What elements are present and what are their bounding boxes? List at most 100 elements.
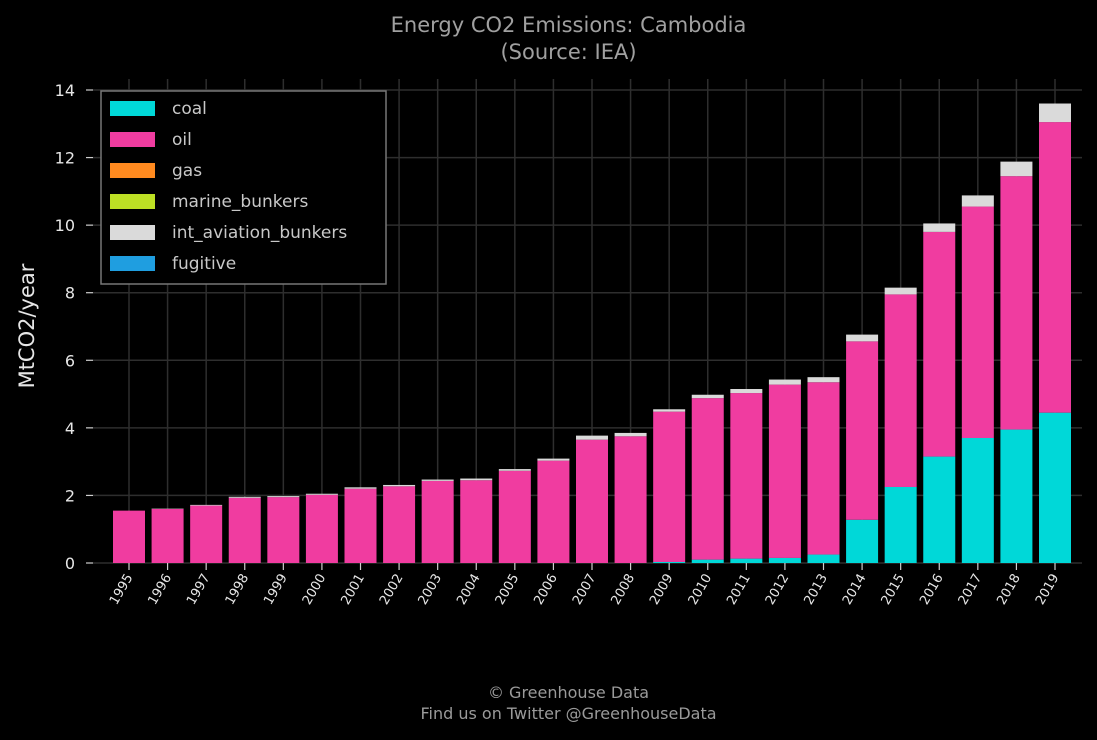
legend-swatch-fugitive: [110, 256, 155, 271]
bar-coal-2011: [730, 558, 763, 563]
x-tick-label: 2017: [956, 572, 986, 608]
bar-int-aviation-bunkers-2015: [884, 287, 917, 295]
x-tick-label: 1996: [146, 572, 176, 608]
bar-oil-1997: [190, 505, 223, 563]
bar-oil-1996: [151, 508, 184, 563]
bar-int-aviation-bunkers-2014: [846, 334, 879, 342]
legend-label-marine-bunkers: marine_bunkers: [172, 192, 308, 212]
x-tick-label: 2019: [1033, 572, 1063, 608]
x-tick-label: 2006: [531, 572, 561, 608]
legend-label-oil: oil: [172, 130, 192, 150]
x-tick-label: 2015: [879, 572, 909, 608]
chart-title: Energy CO2 Emissions: Cambodia (Source: …: [0, 12, 1097, 66]
y-tick-label: 14: [55, 81, 75, 100]
y-tick-label: 2: [65, 486, 75, 505]
bar-int-aviation-bunkers-1998: [228, 496, 261, 498]
bar-oil-2008: [614, 436, 647, 563]
legend-label-fugitive: fugitive: [172, 254, 236, 274]
bar-int-aviation-bunkers-2001: [344, 487, 377, 489]
bar-oil-2005: [498, 470, 531, 563]
x-tick-label: 2002: [377, 572, 407, 608]
legend-swatch-coal: [110, 101, 155, 116]
bar-oil-2014: [846, 341, 879, 520]
bar-int-aviation-bunkers-2017: [961, 195, 994, 207]
y-tick-label: 4: [65, 419, 75, 438]
x-tick-label: 2012: [763, 572, 793, 608]
bar-oil-2003: [421, 480, 454, 563]
bars: [113, 103, 1071, 563]
bar-int-aviation-bunkers-2013: [807, 377, 840, 383]
bar-int-aviation-bunkers-1997: [190, 504, 223, 506]
bar-oil-2007: [576, 439, 608, 563]
bar-oil-1999: [267, 497, 300, 563]
y-tick-label: 12: [55, 149, 75, 168]
bar-coal-2018: [1000, 429, 1033, 563]
bar-coal-2017: [961, 437, 994, 563]
bar-int-aviation-bunkers-2012: [768, 379, 801, 385]
bar-int-aviation-bunkers-1999: [267, 496, 300, 498]
x-tick-label: 2009: [647, 572, 677, 608]
y-tick-label: 0: [65, 554, 75, 573]
x-tick-label: 2004: [454, 572, 484, 608]
x-tick-label: 2011: [724, 572, 754, 608]
bar-oil-2002: [383, 486, 416, 563]
x-tick-label: 2018: [994, 572, 1024, 608]
bar-oil-2004: [460, 480, 493, 563]
bar-coal-2016: [923, 456, 956, 563]
legend-box: [100, 90, 387, 285]
x-tick-label: 2003: [416, 572, 446, 608]
chart-subtitle: (Source: IEA): [500, 40, 637, 64]
bar-int-aviation-bunkers-2018: [1000, 161, 1033, 177]
bar-int-aviation-bunkers-2006: [537, 458, 570, 461]
legend-swatch-marine-bunkers: [110, 194, 155, 209]
y-tick-label: 10: [55, 216, 75, 235]
bar-int-aviation-bunkers-2002: [383, 484, 416, 487]
bar-oil-2016: [923, 231, 956, 457]
bar-int-aviation-bunkers-2016: [923, 223, 956, 232]
bar-coal-2019: [1039, 412, 1071, 563]
legend-label-coal: coal: [172, 99, 207, 119]
x-tick-label: 2005: [493, 572, 523, 608]
x-tick-label: 2000: [300, 572, 330, 608]
legend-label-gas: gas: [172, 161, 202, 181]
bar-int-aviation-bunkers-2003: [421, 479, 454, 481]
x-tick-label: 2001: [338, 572, 368, 608]
bar-oil-2013: [807, 382, 840, 555]
x-tick-label: 2013: [801, 572, 831, 608]
x-tick-label: 1999: [261, 572, 291, 608]
bar-oil-2010: [691, 398, 724, 560]
bar-int-aviation-bunkers-2010: [691, 394, 724, 399]
bar-int-aviation-bunkers-2009: [653, 409, 686, 412]
bar-oil-2011: [730, 393, 763, 559]
bar-int-aviation-bunkers-2005: [498, 469, 531, 471]
bar-coal-2015: [884, 486, 917, 563]
bar-int-aviation-bunkers-2000: [305, 493, 338, 495]
chart-title-line1: Energy CO2 Emissions: Cambodia: [390, 13, 747, 37]
bar-int-aviation-bunkers-2008: [614, 432, 647, 437]
bar-oil-2019: [1039, 122, 1071, 413]
bar-oil-2001: [344, 488, 377, 563]
legend: coal oil gas marine_bunkers int_aviation_bun…: [100, 90, 387, 285]
bar-oil-2006: [537, 460, 570, 563]
x-tick-label: 1997: [184, 572, 214, 608]
bar-int-aviation-bunkers-2019: [1039, 103, 1071, 123]
bar-int-aviation-bunkers-2011: [730, 389, 763, 394]
x-tick-label: 2007: [570, 572, 600, 608]
x-tick-label: 2008: [609, 572, 639, 608]
legend-swatch-oil: [110, 132, 155, 147]
bar-coal-2013: [807, 554, 840, 563]
bar-coal-2009: [653, 561, 686, 563]
bar-coal-2012: [768, 557, 801, 563]
bar-oil-2000: [305, 494, 338, 563]
x-tick-label: 2014: [840, 572, 870, 608]
x-tick-label: 1998: [223, 572, 253, 608]
x-tick-label: 2016: [917, 572, 947, 608]
bar-coal-2010: [691, 559, 724, 563]
bar-coal-2014: [846, 519, 879, 563]
bar-int-aviation-bunkers-2004: [460, 478, 493, 481]
legend-swatch-int-aviation-bunkers: [110, 225, 155, 240]
bar-oil-2012: [768, 384, 801, 558]
footer: © Greenhouse Data Find us on Twitter @Gr…: [0, 682, 1097, 724]
bar-oil-2015: [884, 294, 917, 487]
